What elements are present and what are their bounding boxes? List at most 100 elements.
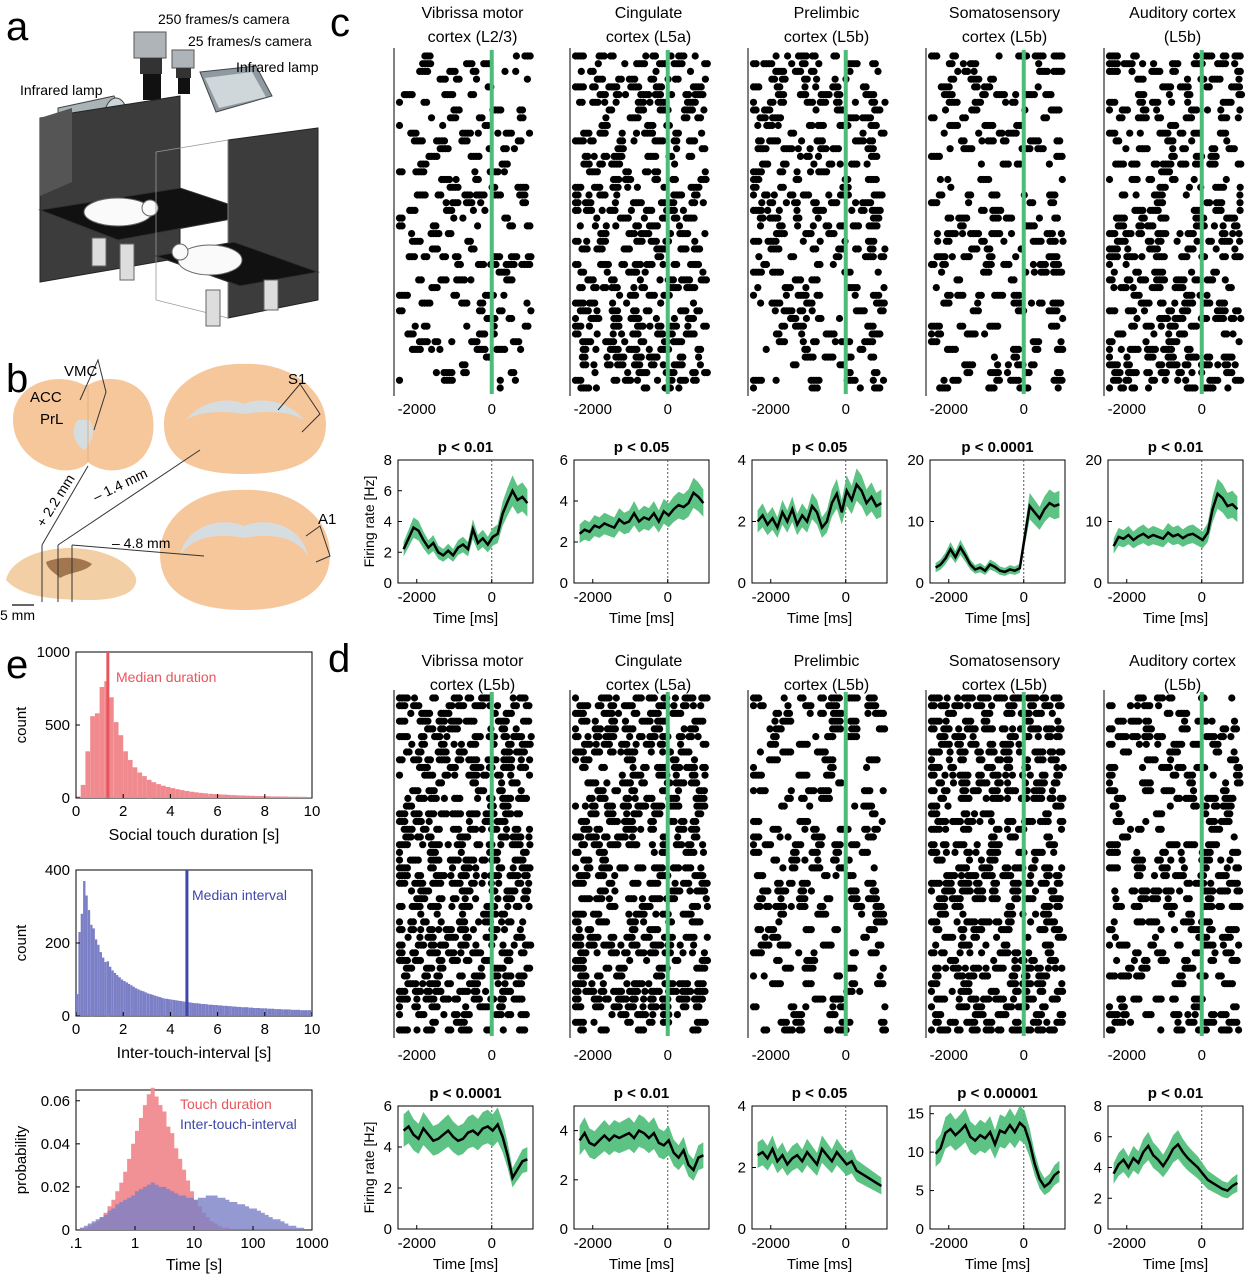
spike-dot xyxy=(781,75,789,83)
spike-dot xyxy=(1123,353,1131,361)
spike-dot xyxy=(853,733,861,741)
spike-dot xyxy=(659,260,667,269)
spike-dot xyxy=(582,972,590,980)
spike-dot xyxy=(416,933,424,941)
spike-dot xyxy=(466,129,474,137)
spike-dot xyxy=(697,702,705,710)
spike-dot xyxy=(802,284,810,292)
raster-tick-label: 0 xyxy=(664,401,672,418)
spike-dot xyxy=(646,98,654,106)
spike-dot xyxy=(611,887,619,895)
spike-dot xyxy=(574,237,582,245)
spike-dot xyxy=(853,841,861,849)
spike-dot xyxy=(1000,694,1009,702)
spike-dot xyxy=(761,787,769,795)
spike-dot xyxy=(401,817,409,826)
spike-dot xyxy=(591,83,599,91)
spike-dot xyxy=(1183,75,1192,83)
spike-dot xyxy=(455,694,463,702)
raster-tick-label: -2000 xyxy=(752,1047,790,1064)
spike-dot xyxy=(685,276,694,284)
spike-dot xyxy=(440,717,448,725)
spike-dot xyxy=(699,199,707,207)
spike-dot xyxy=(819,995,827,1003)
spike-dot xyxy=(1224,384,1232,392)
spike-dot xyxy=(1030,268,1038,276)
spike-dot xyxy=(1133,160,1141,168)
spike-dot xyxy=(690,763,699,772)
spike-dot xyxy=(670,702,678,710)
spike-dot xyxy=(846,1018,854,1026)
spike-dot xyxy=(494,980,502,988)
spike-dot xyxy=(626,956,634,965)
spike-dot xyxy=(835,694,844,702)
spike-dot xyxy=(410,694,419,702)
spike-dot xyxy=(590,941,598,949)
spike-dot xyxy=(408,825,416,833)
spike-dot xyxy=(1132,191,1140,199)
spike-dot xyxy=(869,833,878,841)
spike-dot xyxy=(816,237,824,245)
spike-dot xyxy=(496,253,504,261)
psth-xlabel: Time [ms] xyxy=(787,610,852,627)
raster-title-line1: Prelimbic xyxy=(794,5,860,22)
spike-dot xyxy=(1108,338,1116,346)
spike-dot xyxy=(775,330,783,338)
spike-dot xyxy=(863,160,871,168)
spike-dot xyxy=(608,941,616,949)
spike-dot xyxy=(995,52,1003,60)
spike-dot xyxy=(1179,129,1187,137)
spike-dot xyxy=(1193,106,1201,114)
spike-dot xyxy=(618,152,626,160)
spike-dot xyxy=(959,291,967,299)
psth-mean-line xyxy=(402,488,529,558)
spike-dot xyxy=(429,771,437,779)
spike-dot xyxy=(650,291,659,299)
spike-dot xyxy=(749,787,758,795)
spike-dot xyxy=(457,740,465,748)
spike-dot xyxy=(959,222,967,230)
spike-dot xyxy=(395,918,404,926)
spike-dot xyxy=(1153,106,1161,114)
spike-dot xyxy=(652,910,660,918)
spike-dot xyxy=(407,833,415,841)
spike-dot xyxy=(417,872,425,880)
spike-dot xyxy=(852,199,860,207)
spike-dot xyxy=(977,291,985,299)
spike-dot xyxy=(1050,199,1058,207)
spike-dot xyxy=(420,941,428,949)
spike-dot xyxy=(519,918,527,926)
spike-dot xyxy=(678,733,686,741)
spike-dot xyxy=(958,230,967,238)
psth-sem-band xyxy=(1113,478,1238,554)
spike-dot xyxy=(1010,702,1018,710)
spike-dot xyxy=(879,307,887,315)
spike-dot xyxy=(433,245,442,253)
spike-dot xyxy=(588,980,596,988)
spike-dot xyxy=(853,160,861,168)
spike-dot xyxy=(869,245,877,253)
spike-dot xyxy=(507,794,515,803)
spike-dot xyxy=(1140,214,1148,222)
spike-dot xyxy=(658,864,666,872)
spike-dot xyxy=(872,121,880,130)
spike-dot xyxy=(830,330,838,338)
spike-dot xyxy=(502,145,510,153)
spike-dot xyxy=(1147,237,1155,245)
spike-dot xyxy=(968,145,976,153)
spike-dot xyxy=(1037,709,1045,718)
spike-dot xyxy=(408,230,416,238)
spike-dot xyxy=(676,763,684,772)
spike-dot xyxy=(755,253,763,261)
spike-dot xyxy=(441,253,450,261)
spike-dot xyxy=(514,825,522,833)
spike-dot xyxy=(701,230,709,238)
spike-dot xyxy=(1042,694,1050,702)
spike-dot xyxy=(873,369,881,377)
spike-dot xyxy=(512,52,521,60)
spike-dot xyxy=(777,895,785,903)
spike-dot xyxy=(881,98,889,106)
spike-dot xyxy=(1053,214,1061,222)
spike-dot xyxy=(969,361,977,369)
spike-dot xyxy=(946,291,954,299)
